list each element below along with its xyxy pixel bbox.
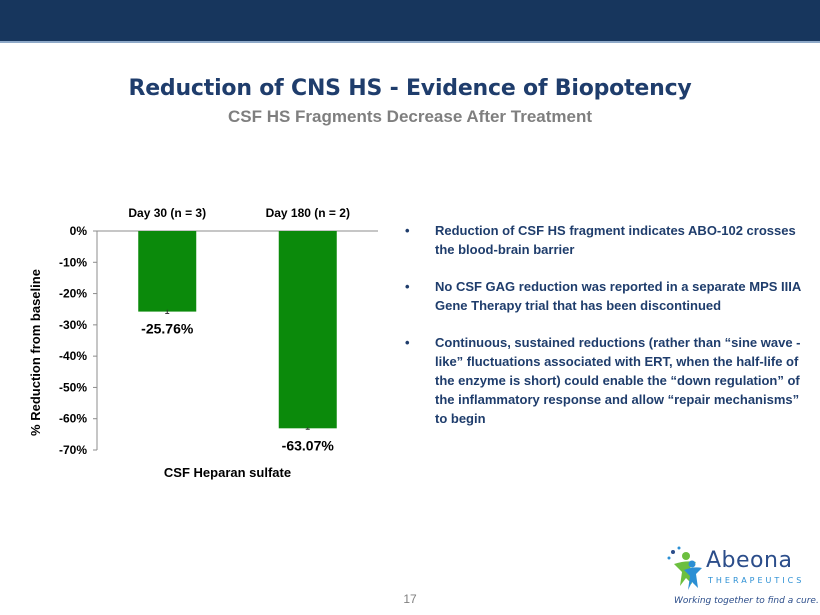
bar [278,231,337,429]
slide-title: Reduction of CNS HS - Evidence of Biopot… [128,76,692,101]
bar [138,231,197,312]
bullet-marker: • [405,335,410,350]
y-tick-label: -70% [59,443,87,457]
y-tick-label: 0% [70,224,88,238]
bullet-marker: • [405,279,410,294]
y-tick-label: -60% [59,412,87,426]
bullet-item: • Reduction of CSF HS fragment indicates… [403,221,813,259]
x-axis-label: CSF Heparan sulfate [164,465,291,480]
y-tick-label: -10% [59,255,87,269]
logo-figure-icon [667,546,702,590]
slide-subtitle: CSF HS Fragments Decrease After Treatmen… [227,107,593,126]
company-logo: Abeona THERAPEUTICS Working together to … [664,540,819,610]
bar-chart: 0% -10% -20% -30% -40% -50% -60% -70% Day 30 (n … [28,206,378,480]
header-bar [0,0,820,41]
y-tick-label: -30% [59,318,87,332]
logo-name: Abeona [706,548,793,573]
y-axis-label: % Reduction from baseline [28,269,43,436]
bullet-text: Continuous, sustained reductions (rather… [435,335,801,426]
page-number: 17 [403,592,417,606]
bullet-text: No CSF GAG reduction was reported in a s… [435,279,801,313]
y-tick-label: -40% [59,349,87,363]
bullet-item: • Continuous, sustained reductions (rath… [403,333,813,428]
bullet-list: • Reduction of CSF HS fragment indicates… [403,221,813,446]
category-label: Day 180 (n = 2) [266,206,350,220]
bullet-text: Reduction of CSF HS fragment indicates A… [435,223,796,257]
logo-tagline: Working together to find a cure. [674,596,819,606]
logo-subtitle: THERAPEUTICS [708,576,805,585]
data-label: -63.07% [282,437,335,453]
bullet-marker: • [405,223,410,238]
header-divider [0,41,820,43]
y-tick-label: -20% [59,287,87,301]
bullet-item: • No CSF GAG reduction was reported in a… [403,277,813,315]
category-label: Day 30 (n = 3) [128,206,206,220]
data-label: -25.76% [141,321,194,337]
y-tick-label: -50% [59,380,87,394]
